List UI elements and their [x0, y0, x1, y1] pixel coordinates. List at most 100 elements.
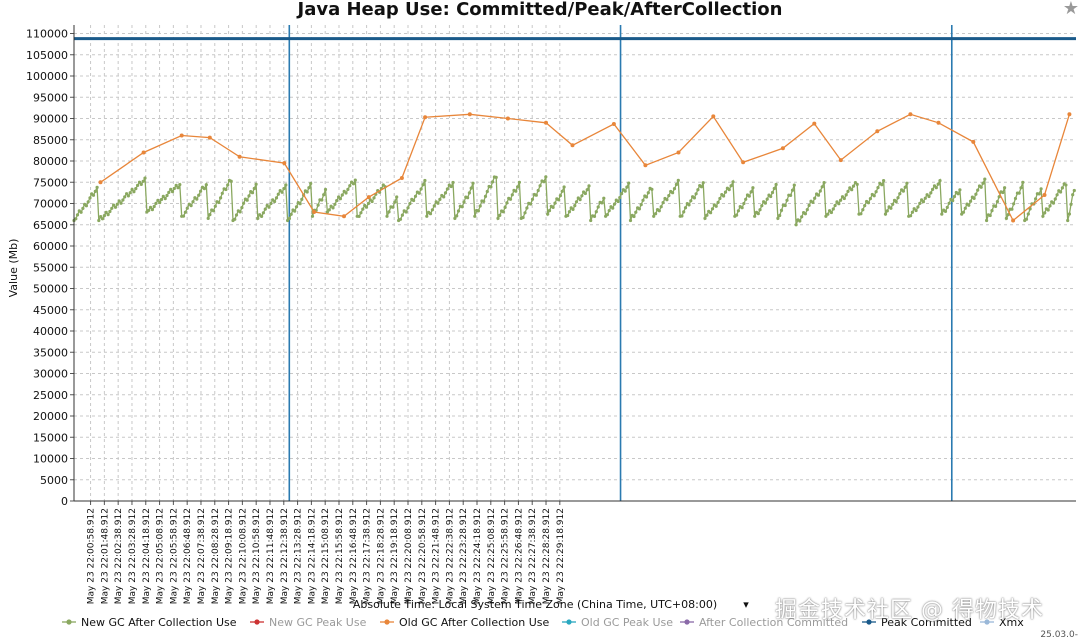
- data-point: [772, 186, 776, 191]
- data-point: [731, 180, 735, 184]
- data-point: [711, 114, 716, 119]
- data-point: [100, 217, 105, 221]
- data-point: [952, 194, 957, 199]
- data-point: [391, 205, 395, 209]
- data-point: [344, 191, 348, 195]
- data-point: [1072, 188, 1076, 193]
- data-point: [709, 211, 713, 215]
- x-axis-label-group[interactable]: Absolute Time: Local System Time Zone (C…: [353, 598, 749, 611]
- star-icon[interactable]: ★: [1062, 0, 1080, 19]
- data-point: [744, 197, 748, 201]
- data-point: [273, 199, 277, 204]
- data-point: [943, 209, 948, 213]
- data-point: [958, 188, 962, 192]
- data-point: [451, 180, 455, 185]
- data-point: [971, 139, 976, 144]
- data-point: [901, 189, 906, 193]
- legend-item: Peak Committed: [862, 616, 972, 629]
- x-tick-label: May 23 22:22:38.912: [445, 508, 455, 604]
- x-tick-label: May 23 22:04:18.912: [142, 508, 152, 604]
- data-point: [632, 214, 636, 219]
- data-point: [400, 213, 404, 217]
- x-tick-label: May 23 22:15:58.912: [335, 508, 345, 604]
- data-point: [927, 194, 931, 199]
- data-point: [611, 206, 615, 210]
- data-point: [91, 193, 96, 197]
- data-point: [413, 194, 418, 198]
- data-point: [875, 129, 880, 134]
- data-point: [141, 150, 146, 155]
- legend-item: New GC Peak Use: [250, 616, 367, 629]
- chevron-down-icon[interactable]: ▾: [743, 598, 749, 611]
- data-point: [289, 212, 293, 216]
- data-point: [169, 187, 173, 191]
- data-point: [646, 191, 650, 195]
- data-point: [455, 214, 459, 218]
- x-tick-label: May 23 22:18:28.912: [376, 508, 386, 604]
- data-point: [252, 186, 256, 191]
- data-point: [956, 192, 960, 196]
- data-point: [242, 201, 246, 205]
- data-point: [994, 204, 998, 208]
- data-point: [805, 208, 809, 212]
- x-tick-label: May 23 22:12:38.912: [280, 508, 290, 604]
- data-point: [868, 197, 873, 201]
- legend-label: Xmx: [999, 616, 1024, 629]
- x-tick-label: May 23 22:05:08.912: [156, 508, 166, 604]
- legend-marker: [866, 619, 872, 625]
- data-point: [811, 200, 815, 204]
- data-point: [156, 198, 160, 202]
- data-point: [620, 192, 624, 196]
- data-point: [93, 189, 97, 193]
- data-point: [1024, 217, 1029, 221]
- data-point: [469, 186, 473, 190]
- data-point: [639, 203, 643, 207]
- y-tick-label: 95000: [33, 91, 68, 104]
- data-point: [419, 187, 423, 191]
- data-point: [206, 216, 210, 220]
- data-point: [287, 216, 291, 221]
- data-point: [1059, 190, 1063, 194]
- data-point: [1055, 193, 1059, 197]
- data-point: [1051, 201, 1056, 205]
- x-tick-label: May 23 22:11:48.912: [266, 508, 276, 604]
- legend-label: New GC After Collection Use: [81, 616, 237, 629]
- data-point: [931, 187, 935, 191]
- data-point: [75, 213, 80, 217]
- data-point: [1037, 192, 1041, 196]
- data-point: [150, 208, 154, 212]
- data-point: [126, 194, 130, 198]
- data-point: [517, 180, 522, 184]
- data-point: [779, 208, 784, 212]
- data-point: [542, 180, 546, 184]
- data-point: [207, 135, 212, 140]
- data-point: [282, 187, 286, 191]
- data-point: [226, 183, 230, 187]
- y-tick-label: 90000: [33, 113, 68, 126]
- x-axis-label[interactable]: Absolute Time: Local System Time Zone (C…: [353, 598, 717, 611]
- data-point: [783, 203, 787, 208]
- data-point: [237, 154, 242, 159]
- data-point: [117, 199, 121, 203]
- data-point: [1053, 197, 1057, 201]
- data-point: [774, 182, 778, 187]
- data-point: [889, 206, 893, 210]
- data-point: [1012, 202, 1016, 206]
- data-point: [284, 183, 288, 187]
- data-point: [501, 210, 505, 214]
- data-point: [1060, 186, 1064, 190]
- data-point: [969, 199, 973, 203]
- data-point: [894, 200, 898, 204]
- legend: New GC After Collection Use New GC Peak U…: [62, 616, 1024, 629]
- data-point: [108, 209, 112, 214]
- data-point: [425, 214, 429, 218]
- legend-label: Old GC After Collection Use: [399, 616, 549, 629]
- data-point: [918, 201, 922, 205]
- data-point: [181, 214, 186, 218]
- data-point: [428, 212, 433, 216]
- data-point: [123, 195, 127, 199]
- data-point: [546, 212, 550, 216]
- x-tick-label: May 23 22:08:28.912: [211, 508, 221, 604]
- data-point: [338, 197, 342, 201]
- data-point: [335, 199, 339, 203]
